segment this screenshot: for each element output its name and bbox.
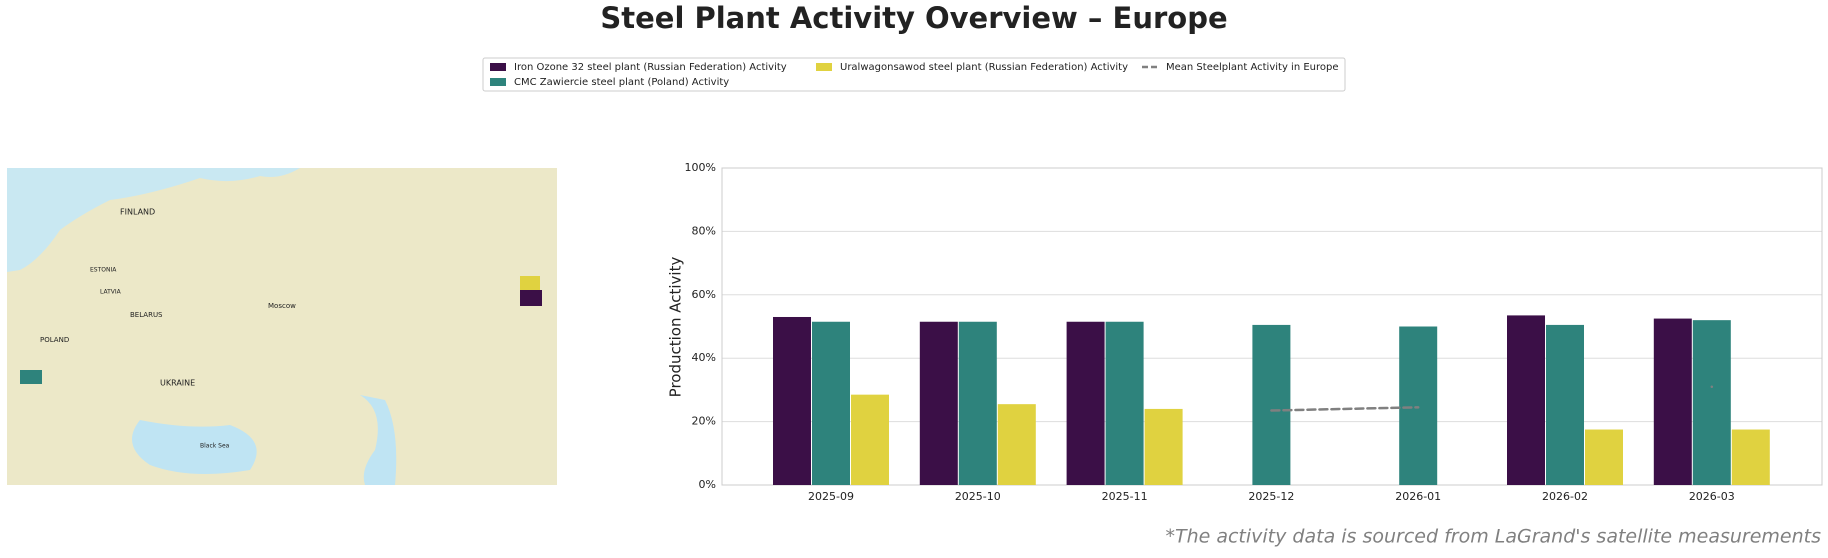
bar xyxy=(1653,318,1692,485)
legend-swatch xyxy=(490,78,506,86)
map-land xyxy=(7,168,557,485)
legend-box xyxy=(482,57,1346,92)
map-icon xyxy=(520,290,542,306)
map-sea xyxy=(7,168,300,272)
bar xyxy=(851,394,889,485)
map: FINLAND UKRAINE Moscow Black Sea BELARUS… xyxy=(7,168,557,485)
y-tick-label: 0% xyxy=(699,478,716,491)
map-label: POLAND xyxy=(40,336,69,344)
map-label: Black Sea xyxy=(200,443,230,450)
y-tick-label: 60% xyxy=(692,288,716,301)
map-label: UKRAINE xyxy=(160,379,195,388)
bar xyxy=(773,316,811,485)
bar xyxy=(812,321,850,485)
x-tick-label: 2025-10 xyxy=(955,490,1001,503)
bar xyxy=(1066,321,1105,485)
bar xyxy=(1507,315,1545,485)
map-sea xyxy=(132,420,257,474)
bar xyxy=(1105,321,1144,485)
map-label: Moscow xyxy=(268,302,296,310)
x-tick-label: 2025-12 xyxy=(1248,490,1294,503)
bar xyxy=(1585,429,1623,485)
chart-title: Steel Plant Activity Overview – Europe xyxy=(600,1,1227,35)
map-icon xyxy=(520,276,540,290)
x-tick-label: 2026-01 xyxy=(1395,490,1441,503)
y-tick-label: 20% xyxy=(692,415,716,428)
y-axis-label: Production Activity xyxy=(667,257,685,398)
x-tick-label: 2025-09 xyxy=(808,490,854,503)
bar xyxy=(1252,324,1291,485)
legend-label: Mean Steelplant Activity in Europe xyxy=(1166,62,1339,73)
legend-swatch xyxy=(490,63,506,71)
bar xyxy=(1144,408,1183,485)
bar xyxy=(1399,326,1438,485)
map-icon xyxy=(20,370,42,384)
x-tick-label: 2026-02 xyxy=(1542,490,1588,503)
bar xyxy=(919,321,958,485)
legend-label: CMC Zawiercie steel plant (Poland) Activ… xyxy=(514,77,729,88)
mean-line xyxy=(1270,406,1420,412)
legend-label: Uralwagonsawod steel plant (Russian Fede… xyxy=(840,62,1128,73)
map-label: LATVIA xyxy=(100,289,122,296)
footnote: *The activity data is sourced from LaGra… xyxy=(1165,526,1821,548)
bar xyxy=(997,404,1036,485)
map-label: BELARUS xyxy=(130,311,163,319)
x-tick-label: 2025-11 xyxy=(1102,490,1148,503)
bar xyxy=(1546,324,1584,485)
map-sea xyxy=(360,395,397,485)
map-label: ESTONIA xyxy=(90,267,117,274)
y-tick-label: 40% xyxy=(692,351,716,364)
y-tick-label: 100% xyxy=(685,161,716,174)
y-tick-label: 80% xyxy=(692,224,716,237)
x-tick-label: 2026-03 xyxy=(1689,490,1735,503)
bar xyxy=(1692,320,1731,485)
bar xyxy=(958,321,997,485)
legend-swatch xyxy=(816,63,832,71)
bar xyxy=(1731,429,1770,485)
legend-label: Iron Ozone 32 steel plant (Russian Feder… xyxy=(514,62,787,73)
map-label: FINLAND xyxy=(120,208,155,217)
